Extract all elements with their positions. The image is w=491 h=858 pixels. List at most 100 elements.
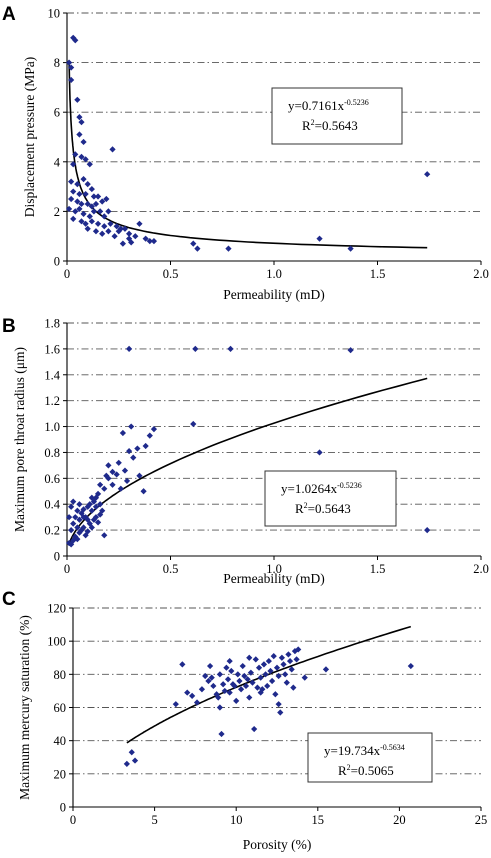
data-point — [295, 646, 302, 653]
data-point — [218, 730, 225, 738]
data-point — [225, 245, 232, 252]
data-point — [68, 541, 75, 548]
data-point — [254, 684, 261, 691]
data-point — [101, 532, 108, 539]
x-tick-label: 20 — [393, 813, 406, 827]
data-point — [68, 76, 75, 84]
data-point — [65, 205, 73, 213]
data-point — [226, 657, 233, 665]
data-point — [126, 448, 133, 455]
data-point — [136, 220, 143, 227]
data-point — [255, 664, 263, 671]
data-point — [142, 442, 149, 450]
data-point — [252, 656, 259, 663]
data-point — [119, 240, 126, 247]
data-point — [283, 679, 290, 686]
data-point — [72, 514, 79, 521]
data-point — [216, 704, 223, 711]
data-point — [94, 490, 102, 497]
data-point — [84, 200, 91, 208]
data-point — [121, 467, 129, 474]
data-point — [70, 215, 77, 222]
data-point — [233, 697, 240, 704]
data-point — [84, 181, 91, 188]
data-point — [90, 193, 98, 200]
data-point — [260, 661, 268, 668]
data-point — [206, 662, 214, 670]
r-squared-text: R2=0.5643 — [302, 118, 358, 133]
data-point — [76, 131, 83, 138]
y-axis-label: Displacement pressure (MPa) — [22, 57, 37, 217]
data-point — [121, 225, 129, 232]
data-point — [228, 667, 235, 675]
data-point — [94, 519, 102, 526]
data-point — [130, 454, 137, 461]
y-tick-label: 1.8 — [44, 317, 60, 331]
data-point — [88, 524, 95, 531]
x-axis-label: Permeability (mD) — [223, 571, 325, 586]
y-tick-label: 120 — [47, 602, 66, 616]
panel-letter-a: A — [2, 4, 16, 25]
data-point — [101, 223, 108, 230]
y-tick-label: 0.2 — [44, 524, 60, 538]
data-point — [131, 757, 139, 764]
data-point — [275, 672, 282, 680]
data-point — [136, 472, 143, 479]
data-point — [123, 760, 130, 767]
data-point — [88, 507, 95, 514]
y-tick-label: 8 — [54, 56, 60, 70]
data-point — [80, 506, 87, 513]
trendline — [68, 377, 428, 545]
data-point — [288, 666, 295, 673]
x-tick-label: 2.0 — [473, 562, 489, 576]
data-point — [270, 652, 277, 660]
data-point — [192, 345, 199, 352]
data-point — [103, 195, 110, 203]
data-point — [90, 498, 98, 505]
data-point — [134, 445, 141, 452]
data-point — [88, 494, 95, 501]
data-point — [82, 156, 89, 163]
data-point — [146, 432, 153, 439]
data-point — [92, 200, 100, 208]
y-tick-label: 0 — [54, 255, 60, 269]
data-point — [231, 682, 238, 690]
data-point — [97, 481, 104, 488]
data-point — [316, 449, 323, 456]
data-point — [301, 674, 308, 681]
data-point — [111, 233, 118, 240]
data-point — [65, 59, 73, 66]
data-point — [290, 684, 297, 691]
equation-text: y=0.7161x-0.5236 — [288, 98, 369, 113]
data-point — [226, 689, 233, 696]
data-point — [65, 514, 73, 521]
y-tick-label: 100 — [47, 635, 66, 649]
data-point — [247, 669, 254, 676]
data-point — [80, 210, 87, 217]
y-tick-label: 0.4 — [44, 498, 60, 512]
data-point — [223, 664, 230, 671]
data-point — [68, 503, 75, 510]
equation-text: y=1.0264x-0.5236 — [281, 481, 362, 496]
data-point — [92, 514, 100, 521]
data-point — [84, 528, 91, 535]
data-point — [244, 676, 251, 683]
data-point — [257, 689, 264, 696]
data-point — [72, 37, 79, 44]
data-point — [70, 188, 77, 195]
x-tick-label: 0.5 — [163, 562, 179, 576]
y-tick-label: 2 — [54, 205, 60, 219]
data-point — [128, 749, 135, 756]
data-point — [105, 208, 112, 215]
data-point — [82, 220, 89, 227]
y-tick-label: 1.2 — [44, 394, 60, 408]
data-point — [424, 527, 431, 534]
data-point — [140, 488, 147, 495]
x-tick-label: 0 — [64, 562, 70, 576]
x-axis-label: Porosity (%) — [243, 837, 312, 852]
data-point — [227, 345, 234, 352]
data-point — [277, 709, 284, 716]
data-point — [68, 64, 75, 71]
y-tick-label: 80 — [54, 668, 67, 682]
x-tick-label: 0.5 — [163, 267, 179, 281]
